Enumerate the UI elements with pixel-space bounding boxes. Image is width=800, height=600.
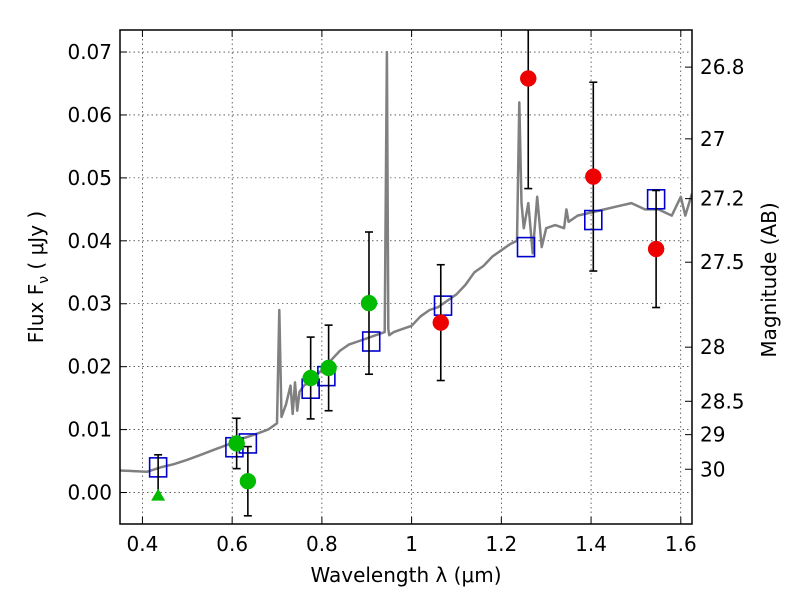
y-tick-label: 0.00 (67, 481, 112, 505)
upper-limit-triangle (151, 488, 166, 501)
grid-lines (120, 30, 692, 524)
y-axis-label-unit: ( μJy ) (24, 211, 48, 276)
y2-tick-label: 29 (700, 423, 725, 447)
plot-frame (119, 29, 693, 525)
y-tick-label: 0.07 (67, 40, 112, 64)
y-axis: 0.00 0.01 0.02 0.03 0.04 0.05 0.06 0.07 (67, 40, 127, 505)
x-tick-label: 1.4 (575, 532, 607, 556)
y-axis-label-sub: ν (36, 276, 52, 284)
x-tick-label: 1.2 (485, 532, 517, 556)
photometry-point (320, 359, 337, 377)
y2-tick-label: 27 (700, 127, 725, 151)
x-tick-label: 0.6 (216, 532, 248, 556)
x-axis-label: Wavelength λ (μm) (310, 563, 501, 587)
model-square-marker (516, 236, 536, 258)
y2-tick-label: 30 (700, 457, 725, 481)
photometry-point (228, 435, 245, 452)
x-tick-label: 1.6 (665, 532, 697, 556)
y-tick-label: 0.05 (67, 166, 112, 190)
model-square-marker (361, 331, 381, 352)
y-axis-label-main: Flux F (24, 284, 48, 343)
y-tick-label: 0.04 (67, 229, 112, 253)
photometry-point (302, 369, 319, 387)
y-tick-label: 0.01 (67, 418, 112, 442)
y2-tick-label: 27.5 (700, 250, 745, 274)
photometry-point (432, 314, 450, 331)
y2-axis: 26.8 27 27.2 27.5 28 28.5 29 30 (685, 55, 745, 481)
photometry-point (239, 472, 257, 490)
y2-tick-label: 28.5 (700, 389, 745, 413)
y-tick-label: 0.03 (67, 292, 112, 316)
y2-tick-label: 26.8 (700, 55, 745, 79)
photometry-point (520, 70, 537, 87)
x-tick-label: 0.8 (306, 532, 338, 556)
x-tick-label: 1 (405, 532, 418, 556)
y2-tick-label: 28 (700, 335, 725, 359)
photometry-point (647, 240, 665, 258)
plot-area (120, 30, 692, 517)
x-tick-label: 0.4 (127, 532, 159, 556)
y2-axis-label: Magnitude (AB) (757, 202, 781, 357)
y-tick-label: 0.02 (67, 355, 112, 379)
y-tick-label: 0.06 (67, 103, 112, 127)
y2-tick-label: 27.2 (700, 187, 745, 211)
photometry-point (360, 294, 378, 312)
plot-content (120, 30, 692, 517)
y-axis-label: Flux Fν ( μJy ) (24, 211, 52, 343)
photometry-point (585, 168, 602, 185)
spectrum-line (120, 50, 692, 474)
x-axis: 0.4 0.6 0.8 1 1.2 1.4 1.6 (127, 30, 697, 556)
